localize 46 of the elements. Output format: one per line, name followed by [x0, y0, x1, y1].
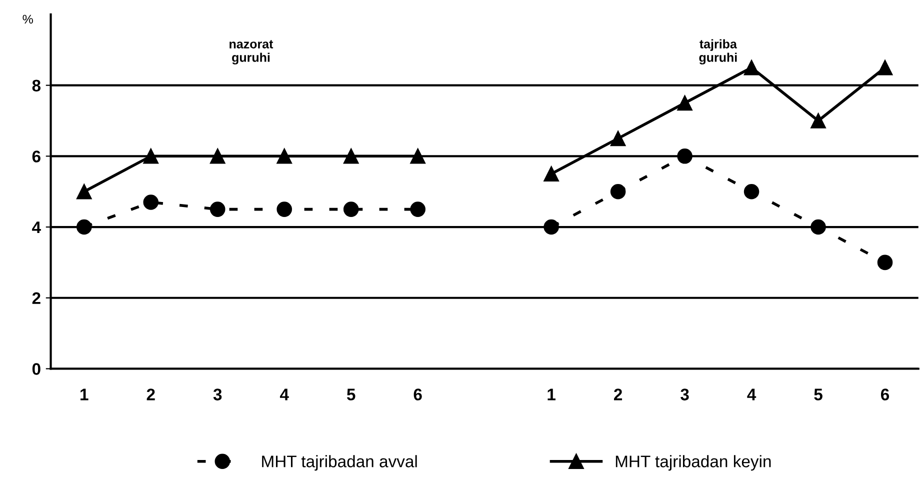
x-tick-label: 3 — [213, 388, 222, 400]
x-tick-label: 5 — [814, 388, 822, 400]
annotation: nazorat guruhi — [230, 40, 274, 64]
y-tick-label: 2 — [32, 292, 40, 304]
point — [143, 194, 159, 210]
point — [810, 219, 826, 235]
x-tick-label: 4 — [747, 388, 756, 400]
legend-label: MHT tajribadan avval — [262, 455, 417, 471]
point — [343, 202, 359, 217]
point — [544, 166, 559, 182]
x-tick-label: 1 — [548, 388, 556, 400]
point — [276, 148, 292, 164]
point — [810, 113, 826, 128]
point — [343, 148, 359, 164]
point — [143, 148, 159, 164]
point — [76, 184, 92, 200]
point — [877, 254, 893, 270]
point — [76, 219, 92, 235]
x-tick-label: 4 — [280, 388, 289, 400]
x-tick-label: 2 — [146, 388, 155, 400]
y-tick-label: 4 — [32, 222, 41, 234]
x-tick-label: 6 — [880, 388, 890, 400]
y-tick-label: 8 — [32, 80, 41, 92]
point — [677, 95, 692, 111]
point — [610, 130, 626, 146]
x-tick-label: 5 — [346, 388, 356, 400]
point — [210, 148, 226, 164]
point — [877, 60, 893, 76]
x-tick-label: 1 — [80, 388, 88, 400]
y-tick-label: 6 — [32, 150, 40, 162]
y-axis-title: % — [22, 14, 33, 24]
point — [677, 148, 692, 164]
y-tick-label: 0 — [32, 363, 40, 375]
x-tick-label: 2 — [614, 388, 622, 400]
point — [410, 148, 426, 164]
x-tick-label: 3 — [680, 388, 689, 400]
point — [410, 202, 426, 217]
annotation: tajriba guruhi — [699, 39, 737, 64]
point — [610, 184, 626, 200]
point — [744, 60, 760, 76]
point — [744, 184, 760, 200]
point — [544, 219, 559, 235]
x-tick-label: 6 — [414, 388, 422, 400]
legend-label: MHT tajribadan keyin — [616, 455, 771, 471]
point — [210, 202, 226, 217]
point — [276, 202, 292, 217]
